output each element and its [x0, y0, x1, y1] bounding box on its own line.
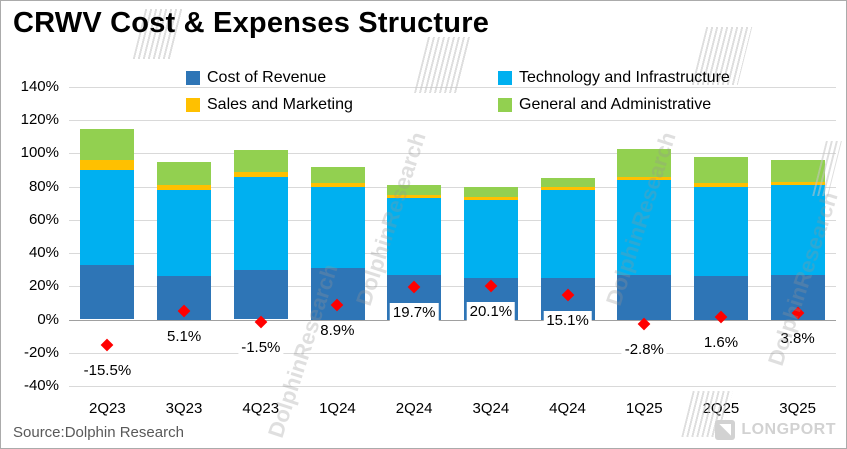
bar-segment — [540, 186, 595, 190]
legend-swatch-icon — [186, 71, 200, 85]
y-tick-label: 20% — [28, 277, 59, 295]
bar-segment — [387, 185, 442, 195]
grid-line — [69, 153, 836, 155]
y-tick-label: 0% — [37, 310, 59, 328]
marker-label: 5.1% — [163, 327, 205, 347]
legend-item: General and Administrative — [498, 96, 711, 114]
grid-line — [69, 386, 836, 387]
marker-diamond-icon — [101, 338, 114, 352]
x-tick-label: 1Q24 — [319, 400, 356, 417]
x-tick-label: 2Q24 — [395, 400, 433, 417]
bar-segment — [310, 186, 365, 269]
legend-item-label: Sales and Marketing — [207, 96, 353, 113]
legend-item: Sales and Marketing — [186, 96, 353, 114]
y-tick-label: 60% — [28, 210, 59, 228]
bar-segment — [770, 181, 825, 185]
bar-segment — [233, 269, 288, 320]
y-tick-label: 120% — [20, 111, 59, 129]
bar-segment — [233, 150, 288, 172]
bar-segment — [387, 195, 442, 199]
bar-segment — [694, 156, 748, 184]
y-tick-label: 140% — [20, 78, 59, 95]
bar-segment — [80, 170, 135, 265]
marker-label: -1.5% — [238, 338, 284, 357]
y-tick-label: 100% — [20, 144, 59, 162]
legend-swatch-icon — [498, 71, 512, 85]
longport-brand: LONGPORT — [715, 420, 836, 440]
bar-segment — [80, 128, 135, 161]
marker-label: 3.8% — [777, 329, 818, 349]
bar-segment — [310, 183, 365, 187]
grid-line — [69, 186, 836, 188]
bar-segment — [387, 198, 442, 275]
legend-item-label: General and Administrative — [519, 96, 712, 113]
bar-segment — [463, 200, 518, 279]
x-tick-label: 3Q23 — [165, 400, 203, 417]
y-tick-label: 80% — [28, 177, 59, 195]
bar-segment — [770, 185, 825, 275]
bar-segment — [463, 186, 518, 197]
grid-line — [69, 286, 836, 288]
bar-segment — [540, 190, 595, 278]
marker-label: 1.6% — [700, 332, 742, 352]
bar-segment — [770, 160, 825, 182]
bar-segment — [310, 166, 365, 184]
marker-label: 20.1% — [466, 302, 516, 322]
bar-segment — [157, 161, 212, 186]
bar-segment — [233, 171, 288, 177]
marker-label: 19.7% — [389, 302, 439, 322]
y-tick-label: 40% — [28, 244, 59, 262]
legend-item: Cost of Revenue — [186, 69, 326, 87]
x-tick-label: 1Q25 — [625, 400, 663, 417]
bar-segment — [80, 160, 135, 171]
bar-segment — [233, 176, 288, 270]
barcode-watermark — [414, 37, 472, 93]
source-label: Source:Dolphin Research — [13, 424, 184, 441]
legend-item-label: Cost of Revenue — [207, 69, 327, 86]
bar-segment — [80, 264, 135, 320]
bar-segment — [694, 183, 748, 187]
bar-segment — [617, 176, 672, 180]
grid-line — [69, 352, 836, 354]
grid-line — [69, 253, 836, 255]
longport-logo-icon — [715, 420, 736, 440]
bar-segment — [617, 274, 672, 320]
x-tick-label: 3Q25 — [779, 400, 816, 417]
grid-line — [69, 120, 836, 122]
y-tick-label: -20% — [23, 343, 59, 361]
marker-label: -2.8% — [621, 340, 667, 360]
marker-label: 8.9% — [317, 320, 358, 340]
bar-segment — [694, 186, 748, 277]
bar-segment — [617, 148, 672, 177]
bar-segment — [463, 196, 518, 200]
grid-line — [69, 319, 836, 321]
legend-item: Technology and Infrastructure — [498, 69, 730, 87]
x-tick-label: 2Q23 — [88, 400, 126, 417]
legend-item-label: Technology and Infrastructure — [519, 69, 730, 86]
legend-swatch-icon — [186, 98, 200, 112]
plot-area: 140% 120% 100% 80% 60% 40% 20% 0% -20% -40% -15.5%… — [21, 78, 836, 417]
x-tick-label: 3Q24 — [472, 400, 510, 417]
bar-segment — [617, 180, 672, 275]
legend-swatch-icon — [498, 98, 512, 112]
y-tick-label: -40% — [23, 377, 59, 394]
bar-segment — [157, 185, 212, 190]
x-tick-label: 4Q23 — [242, 400, 280, 417]
bar-segment — [157, 190, 212, 277]
bar-segment — [310, 268, 365, 320]
marker-label: 15.1% — [543, 310, 592, 330]
grid-line — [69, 219, 836, 221]
marker-label: -15.5% — [80, 361, 135, 381]
chart-title: CRWV Cost & Expenses Structure — [13, 7, 490, 39]
bar-segment — [540, 178, 595, 187]
longport-brand-text: LONGPORT — [741, 421, 836, 438]
x-tick-label: 4Q24 — [549, 400, 586, 417]
